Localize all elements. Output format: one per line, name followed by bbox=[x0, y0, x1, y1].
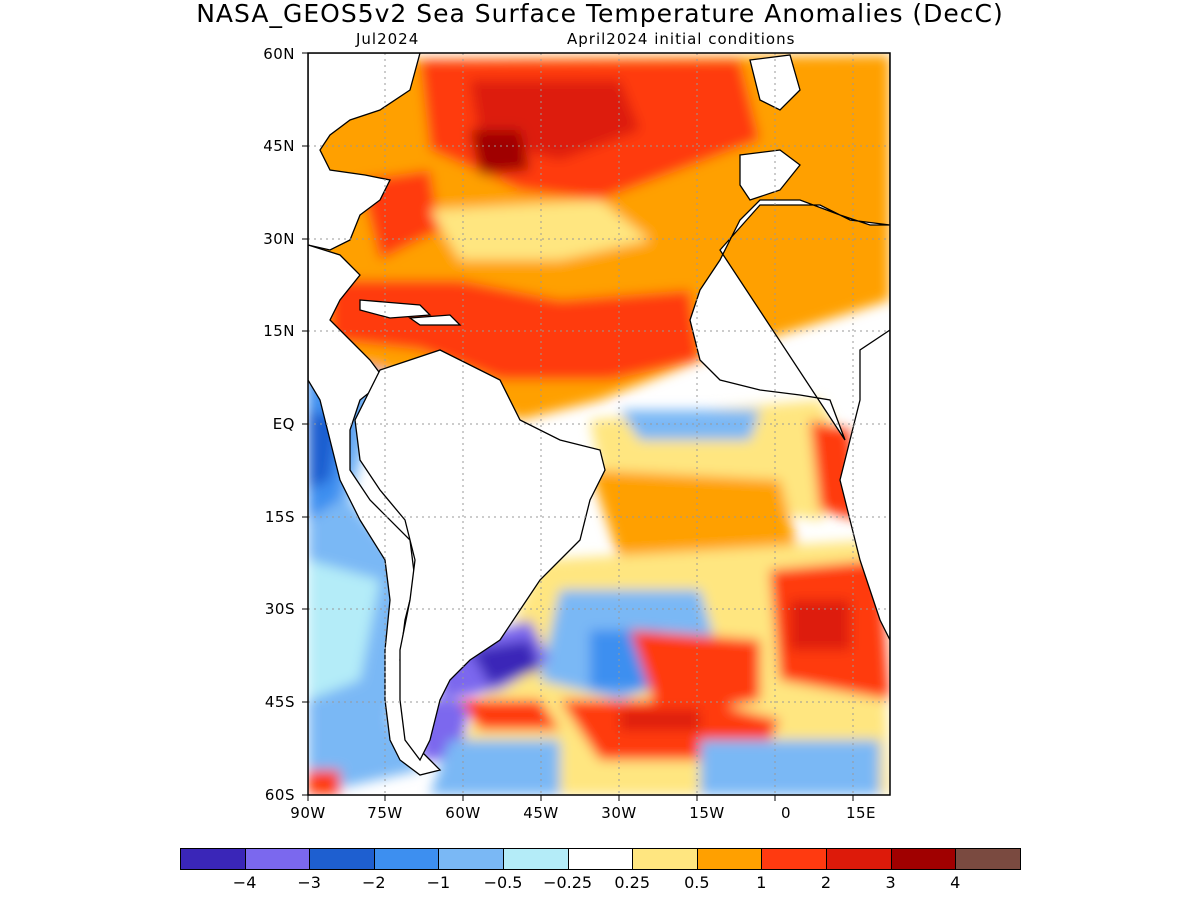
colorbar-swatch bbox=[503, 848, 569, 870]
lon-label-60w: 60W bbox=[445, 804, 481, 822]
lon-label-15e: 15E bbox=[845, 804, 877, 822]
lat-label-60s: 60S bbox=[264, 786, 295, 804]
colorbar-label: −4 bbox=[232, 873, 257, 892]
subtitle-forecast-month: Jul2024 bbox=[356, 30, 420, 48]
colorbar-label: 4 bbox=[950, 873, 961, 892]
colorbar-swatch bbox=[309, 848, 375, 870]
lon-label-75w: 75W bbox=[367, 804, 403, 822]
chart-title: NASA_GEOS5v2 Sea Surface Temperature Ano… bbox=[196, 0, 1004, 28]
lat-label-15n: 15N bbox=[263, 322, 295, 340]
colorbar-label: −0.25 bbox=[543, 873, 593, 892]
anomaly-field bbox=[308, 53, 890, 795]
lat-label-30s: 30S bbox=[264, 600, 295, 618]
lon-label-30w: 30W bbox=[601, 804, 637, 822]
colorbar-label: 1 bbox=[756, 873, 767, 892]
lat-label-45s: 45S bbox=[264, 693, 295, 711]
map-gridlines bbox=[308, 53, 890, 795]
colorbar-label: −1 bbox=[426, 873, 451, 892]
lon-label-0: 0 bbox=[780, 804, 792, 822]
subtitle-initial-conditions: April2024 initial conditions bbox=[567, 30, 796, 48]
lon-label-90w: 90W bbox=[290, 804, 326, 822]
colorbar-label: 2 bbox=[820, 873, 832, 892]
lat-label-60n: 60N bbox=[263, 45, 295, 63]
colorbar-label: 3 bbox=[885, 873, 896, 892]
lat-label-45n: 45N bbox=[263, 137, 295, 155]
colorbar-swatch bbox=[761, 848, 827, 870]
colorbar-swatch bbox=[826, 848, 892, 870]
colorbar-label: −0.5 bbox=[483, 873, 523, 892]
colorbar-label: 0.5 bbox=[684, 873, 710, 892]
lat-label-30n: 30N bbox=[263, 230, 295, 248]
colorbar-swatch bbox=[438, 848, 504, 870]
colorbar-swatch bbox=[180, 848, 246, 870]
colorbar-swatch bbox=[632, 848, 698, 870]
lat-label-15s: 15S bbox=[264, 508, 295, 526]
colorbar-swatch bbox=[696, 848, 763, 870]
colorbar-swatch bbox=[890, 848, 957, 870]
colorbar-label: 0.25 bbox=[614, 873, 650, 892]
colorbar-label: −3 bbox=[297, 873, 321, 892]
lat-label-eq: EQ bbox=[272, 415, 295, 433]
colorbar-swatch bbox=[373, 848, 440, 870]
axis-ticks bbox=[302, 52, 854, 801]
colorbar-swatch bbox=[244, 848, 311, 870]
lon-label-15w: 15W bbox=[689, 804, 725, 822]
colorbar-swatch bbox=[567, 848, 634, 870]
land-masses bbox=[308, 53, 890, 776]
colorbar-swatch bbox=[955, 848, 1021, 870]
lon-label-45w: 45W bbox=[523, 804, 559, 822]
colorbar-label: −2 bbox=[362, 873, 386, 892]
